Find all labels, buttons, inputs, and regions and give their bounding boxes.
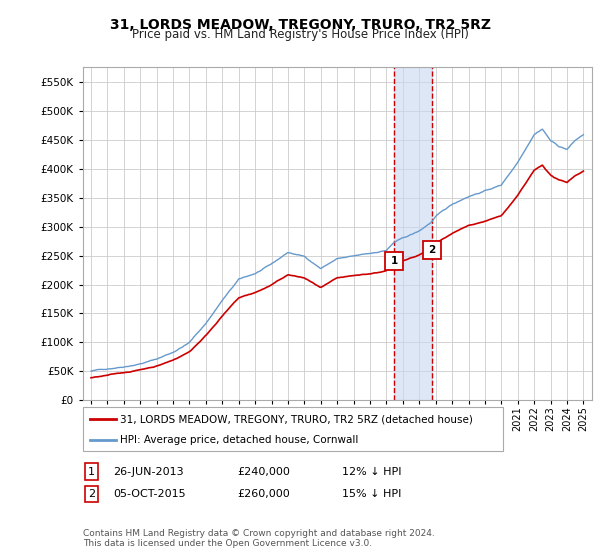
Text: £240,000: £240,000 [237,466,290,477]
Text: 31, LORDS MEADOW, TREGONY, TRURO, TR2 5RZ: 31, LORDS MEADOW, TREGONY, TRURO, TR2 5R… [110,18,491,32]
Text: 1: 1 [88,466,95,477]
Text: 1: 1 [391,256,398,267]
Text: 12% ↓ HPI: 12% ↓ HPI [342,466,401,477]
Text: HPI: Average price, detached house, Cornwall: HPI: Average price, detached house, Corn… [120,435,358,445]
Text: 2: 2 [428,245,435,255]
Text: 2: 2 [88,489,95,499]
Text: 26-JUN-2013: 26-JUN-2013 [113,466,184,477]
Text: 15% ↓ HPI: 15% ↓ HPI [342,489,401,499]
Text: This data is licensed under the Open Government Licence v3.0.: This data is licensed under the Open Gov… [83,539,372,548]
Text: Price paid vs. HM Land Registry's House Price Index (HPI): Price paid vs. HM Land Registry's House … [131,28,469,41]
Text: 05-OCT-2015: 05-OCT-2015 [113,489,185,499]
Text: Contains HM Land Registry data © Crown copyright and database right 2024.: Contains HM Land Registry data © Crown c… [83,529,434,538]
Bar [394,67,431,400]
Text: 31, LORDS MEADOW, TREGONY, TRURO, TR2 5RZ (detached house): 31, LORDS MEADOW, TREGONY, TRURO, TR2 5R… [120,414,473,424]
Text: £260,000: £260,000 [237,489,290,499]
